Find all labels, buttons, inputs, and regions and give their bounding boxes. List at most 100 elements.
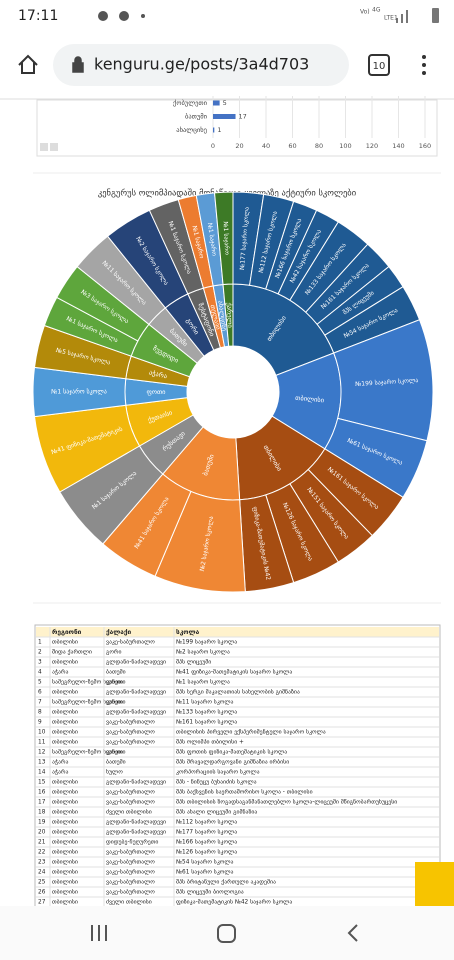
x-tick-label: 0 [211,142,215,150]
value-label: 5 [223,99,227,107]
table-cell: ვაკე-საბურთალო [106,799,155,806]
chat-widget[interactable] [415,862,454,906]
table-cell: გლდანი-ნაძალადევი [106,659,166,666]
table-cell: 26 [38,890,46,896]
table-cell: 21 [38,840,46,846]
lock-icon [72,56,84,73]
table-cell: ფოთი [106,680,123,686]
segment-label: თბილისი [295,394,325,405]
table-cell: №126 საჯარო სკოლა [176,849,237,856]
segment-label: №1 საჯარო [222,221,231,255]
bar [213,127,215,133]
menu-button[interactable] [422,55,426,75]
url-bar[interactable] [53,44,349,86]
table-cell: №112 საჯარო სკოლა [176,819,237,826]
table-cell: ვაკე-საბურთალო [106,719,155,726]
table-cell: თბილისი [52,659,78,666]
bar [213,114,236,119]
home-button[interactable] [18,54,38,74]
table-cell: 5 [38,680,42,686]
table-cell: ფოთი [106,700,123,706]
segment-label: №199 საჯარო სკოლა [355,377,419,388]
table-cell: დიდუბე-ჩუღურეთი [106,839,158,846]
back-button[interactable] [347,924,358,942]
table-header-bg [36,627,439,637]
segment-label: №1 საჯარო [206,222,218,256]
value-label: 1 [217,126,221,134]
table-cell: შპს - ნინუცუ ბუხაიძის სკოლა [176,779,257,786]
table-cell: თბილისი [52,839,78,846]
table-cell: თბილისი [52,639,78,646]
table-cell: თბილისი [52,689,78,696]
table-cell: შპს ბრიტანული ქართული აკადემია [176,879,276,886]
column-header: ქალაქი [106,628,131,636]
table-cell: შპს ფოთის ფიზიკა-მათემატიკის სკოლა [176,749,287,756]
x-tick-label: 160 [419,142,431,150]
table-cell: აჭარა [52,769,69,776]
table-cell: თბილისი [52,729,78,736]
table-cell: სამეგრელო-ზემო სვანეთი [52,679,126,686]
table-cell: 10 [38,730,46,736]
segment-label: №177 საჯარო სკოლა [239,207,251,271]
table-cell: 27 [38,900,46,906]
x-tick-label: 120 [366,142,378,150]
x-tick-label: 80 [315,142,323,150]
table-cell: 2 [38,650,42,656]
table-cell: №54 საჯარო სკოლა [176,859,234,866]
table-cell: 16 [38,790,46,796]
table-cell: გორი [106,649,122,656]
table-cell: თბილისი [52,809,78,816]
table-cell: თბილისი [52,859,78,866]
table-cell: აჭარა [52,759,69,766]
table-frame [34,624,441,908]
table-cell: ვაკე-საბურთალო [106,849,155,856]
table-cell: 6 [38,690,42,696]
network-label: Vo) [360,9,370,16]
table-cell: ვაკე-საბურთალო [106,789,155,796]
collapse-button[interactable] [50,143,58,151]
table-cell: ვაკე-საბურთალო [106,889,155,896]
table-cell: ბათუმი [106,759,126,766]
recents-button[interactable] [91,925,107,941]
table-cell: 22 [38,850,46,856]
table-cell: 17 [38,800,46,806]
table-cell: ვაკე-საბურთალო [106,859,155,866]
table-cell: თბილისი [52,829,78,836]
table-cell: №166 საჯარო სკოლა [176,839,237,846]
table-cell: სამეგრელო-ზემო სვანეთი [52,749,126,756]
table-cell: გლდანი-ნაძალადევი [106,709,166,716]
table-cell: 25 [38,880,46,886]
notification-dot [141,14,145,18]
x-tick-label: 100 [339,142,351,150]
network-label: 4G [372,7,381,14]
expand-button[interactable] [40,143,48,151]
table-cell: შპს მრავალდარგოვანი გიმნაზია ირბისი [176,759,289,766]
table-cell: ვაკე-საბურთალო [106,739,155,746]
table-cell: ფიზიკა-მათემატიკის №42 საჯარო სკოლა [176,899,292,906]
table-cell: 14 [38,770,46,776]
x-tick-label: 40 [262,142,270,150]
table-cell: 23 [38,860,46,866]
table-cell: №61 საჯარო სკოლა [176,869,234,876]
table-cell: ვაკე-საბურთალო [106,639,155,646]
table-cell: 8 [38,710,42,716]
table-cell: თბილისი [52,869,78,876]
category-label: ბათუმი [185,113,208,121]
table-cell: თბილისი [52,739,78,746]
segment-label: აჭარა [148,367,168,380]
table-cell: 19 [38,820,46,826]
tabs-button[interactable] [368,54,390,76]
table-cell: №133 საჯარო სკოლა [176,709,237,716]
table-cell: №11 საჯარო სკოლა [176,699,234,706]
x-tick-label: 60 [288,142,296,150]
table-cell: თბილისი [52,819,78,826]
home-nav-button[interactable] [217,924,236,943]
table-cell: შპს ლიცეუმი [176,659,211,666]
table-cell: №199 საჯარო სკოლა [176,639,237,646]
table-cell: შპს ლიცეუმი ბიოლოგია [176,889,244,896]
column-header: რეგიონი [52,628,82,636]
url[interactable]: kenguru.ge/posts/3a4d703 [94,55,309,74]
segment-label: ქარელი [225,302,235,328]
